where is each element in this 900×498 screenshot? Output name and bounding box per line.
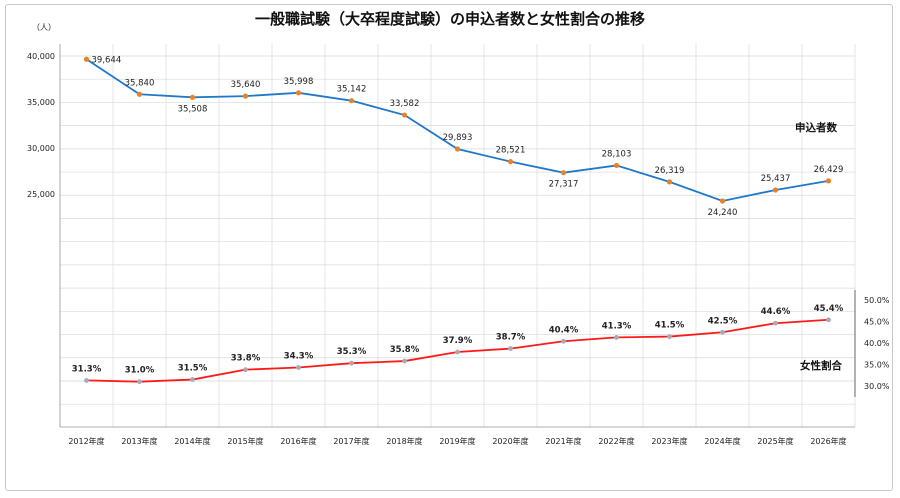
applicants-data-label: 29,893 <box>443 133 473 143</box>
x-tick-label: 2026年度 <box>810 436 846 446</box>
female-ratio-data-label: 41.3% <box>602 321 632 331</box>
series-label-applicants: 申込者数 <box>795 121 837 134</box>
applicants-data-label: 33,582 <box>390 99 420 109</box>
female-ratio-data-label: 35.8% <box>390 345 420 355</box>
right-tick-label: 40.0% <box>864 339 890 348</box>
applicants-point <box>507 159 514 165</box>
female-ratio-data-label: 34.3% <box>284 352 314 362</box>
x-tick-label: 2016年度 <box>280 436 316 446</box>
applicants-point <box>560 170 567 176</box>
female-ratio-data-label: 45.4% <box>814 304 844 314</box>
female-ratio-point <box>561 338 566 344</box>
applicants-point <box>613 162 620 169</box>
chart-title: 一般職試験（大卒程度試験）の申込者数と女性割合の推移 <box>254 10 645 28</box>
female-ratio-data-label: 33.8% <box>231 354 261 364</box>
applicants-data-label: 39,644 <box>92 55 122 65</box>
right-tick-label: 50.0% <box>864 296 890 305</box>
applicants-data-label: 35,840 <box>125 78 155 88</box>
applicants-data-label: 26,429 <box>814 165 844 175</box>
applicants-point <box>295 90 302 96</box>
applicants-data-label: 26,319 <box>655 166 685 176</box>
applicants-data-label: 25,437 <box>761 174 791 184</box>
female-ratio-data-label: 31.5% <box>178 364 208 374</box>
female-ratio-point <box>720 329 725 335</box>
chart-frame <box>5 4 893 491</box>
applicants-point <box>348 98 355 104</box>
female-ratio-point <box>455 349 460 355</box>
applicants-point <box>136 91 143 97</box>
female-ratio-point <box>84 378 89 383</box>
female-ratio-point <box>137 379 142 385</box>
female-ratio-point <box>243 367 248 373</box>
female-ratio-point <box>773 320 778 326</box>
applicants-data-label: 24,240 <box>708 208 738 218</box>
left-tick-label: 35,000 <box>27 98 55 107</box>
x-tick-label: 2014年度 <box>174 436 210 446</box>
female-ratio-data-label: 40.4% <box>549 325 579 335</box>
female-ratio-point <box>402 358 407 364</box>
x-tick-label: 2020年度 <box>492 436 528 446</box>
female-ratio-data-label: 44.6% <box>761 307 791 317</box>
applicants-point <box>454 146 461 152</box>
x-tick-label: 2015年度 <box>227 436 263 446</box>
female-ratio-point <box>826 317 831 323</box>
x-tick-label: 2024年度 <box>704 436 740 446</box>
left-tick-label: 40,000 <box>27 52 55 61</box>
y-axis-unit: （人） <box>32 23 56 32</box>
female-ratio-data-label: 35.3% <box>337 347 367 357</box>
x-tick-label: 2018年度 <box>386 436 422 446</box>
applicants-data-label: 28,103 <box>602 149 632 159</box>
female-ratio-point <box>508 346 513 351</box>
applicants-data-label: 35,998 <box>284 77 314 87</box>
right-tick-label: 35.0% <box>864 361 890 370</box>
applicants-point <box>772 187 779 193</box>
x-tick-label: 2022年度 <box>598 436 634 446</box>
right-tick-label: 30.0% <box>864 382 890 391</box>
female-ratio-data-label: 31.0% <box>125 366 155 376</box>
applicants-data-label: 35,142 <box>337 85 367 95</box>
applicants-point <box>242 93 249 99</box>
applicants-point <box>666 179 673 185</box>
left-tick-label: 30,000 <box>27 144 55 153</box>
x-tick-label: 2021年度 <box>545 436 581 446</box>
female-ratio-data-label: 41.5% <box>655 321 685 331</box>
female-ratio-point <box>190 377 195 382</box>
female-ratio-point <box>614 335 619 340</box>
applicants-point <box>719 198 726 204</box>
female-ratio-point <box>349 360 354 366</box>
applicants-point <box>83 56 90 62</box>
applicants-data-label: 35,640 <box>231 80 261 90</box>
female-ratio-data-label: 31.3% <box>72 364 102 374</box>
x-tick-label: 2023年度 <box>651 436 687 446</box>
applicants-data-label: 27,317 <box>549 180 579 190</box>
applicants-point <box>825 178 832 184</box>
x-tick-label: 2012年度 <box>68 436 104 446</box>
female-ratio-point <box>667 334 672 339</box>
female-ratio-data-label: 37.9% <box>443 336 473 346</box>
x-tick-label: 2017年度 <box>333 436 369 446</box>
series-label-female-ratio: 女性割合 <box>800 359 842 372</box>
x-tick-label: 2025年度 <box>757 436 793 446</box>
applicants-point <box>189 94 196 100</box>
applicants-data-label: 35,508 <box>178 104 208 114</box>
applicants-point <box>401 112 408 118</box>
female-ratio-data-label: 38.7% <box>496 333 526 343</box>
x-tick-label: 2019年度 <box>439 436 475 446</box>
x-tick-label: 2013年度 <box>121 436 157 446</box>
left-tick-label: 25,000 <box>27 190 55 199</box>
applicants-data-label: 28,521 <box>496 146 526 156</box>
female-ratio-point <box>296 365 301 370</box>
applicants-line <box>86 58 829 202</box>
female-ratio-data-label: 42.5% <box>708 316 738 326</box>
right-tick-label: 45.0% <box>864 318 890 327</box>
